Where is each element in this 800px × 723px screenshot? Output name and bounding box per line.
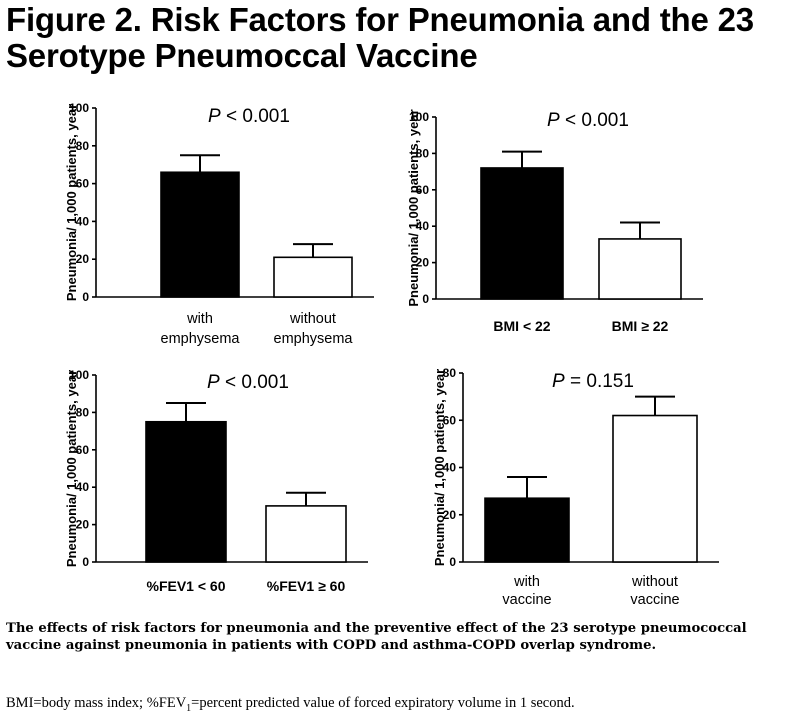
p-value-label: P = 0.151 [552,371,634,392]
y-tick-label: 40 [76,214,90,228]
footnote-text-pre: BMI=body mass index; %FEV [6,695,187,711]
category-label-bmi-lt-22: BMI < 22 [493,318,550,334]
y-tick-label: 20 [76,518,90,532]
y-tick-label: 0 [449,555,456,569]
y-tick-label: 100 [69,368,89,382]
category-label-fev1-ge-60: %FEV1 ≥ 60 [267,578,346,594]
category-label-line2-with-vaccine: vaccine [502,592,551,608]
y-tick-label: 60 [76,177,90,191]
bar-with-vaccine [484,497,570,563]
y-axis-label: Pneumonia/ 1,000 patients, year [432,369,447,566]
p-value-label: P < 0.001 [207,372,289,393]
bar-bmi-lt-22 [480,167,564,300]
y-tick-label: 0 [422,292,429,306]
y-tick-label: 100 [69,101,89,115]
bar-bmi-ge-22 [598,238,682,300]
category-label-with-emphysema: with [186,311,213,327]
y-tick-label: 60 [443,413,457,427]
bar-without-emphysema [273,256,353,298]
y-tick-label: 40 [76,480,90,494]
category-label-without-vaccine: without [631,574,678,590]
p-value-label: P < 0.001 [547,110,629,131]
y-tick-label: 80 [76,139,90,153]
p-value-label: P < 0.001 [208,106,290,127]
y-tick-label: 80 [416,146,430,160]
category-label-line2-without-emphysema: emphysema [274,331,354,347]
bar-fev1-lt-60 [145,420,227,563]
y-tick-label: 40 [416,219,430,233]
figure-caption: The effects of risk factors for pneumoni… [6,621,747,653]
footnote-subscript: 1 [186,702,192,714]
y-tick-label: 0 [82,555,89,569]
figure-title: Figure 2. Risk Factors for Pneumonia and… [6,2,796,74]
y-axis-label: Pneumonia/ 1,000 patients, year [64,370,79,567]
y-tick-label: 0 [82,290,89,304]
bar-without-vaccine [612,414,698,563]
figure-footnote: BMI=body mass index; %FEV1=percent predi… [6,694,794,718]
figure-title-line2: Serotype Pneumoccal Vaccine [6,37,478,74]
y-tick-label: 60 [76,443,90,457]
footnote-text-post: =percent predicted value of forced expir… [191,695,575,711]
category-label-with-vaccine: with [513,574,540,590]
y-tick-label: 100 [409,110,429,124]
y-tick-label: 60 [416,183,430,197]
category-label-line2-with-emphysema: emphysema [161,331,241,347]
figure-title-line1: Figure 2. Risk Factors for Pneumonia and… [6,1,754,38]
y-axis-label: Pneumonia/ 1,000 patients, year [406,109,421,306]
category-label-line2-without-vaccine: vaccine [630,592,679,608]
y-tick-label: 20 [76,252,90,266]
category-label-bmi-ge-22: BMI ≥ 22 [612,318,669,334]
y-tick-label: 80 [76,405,90,419]
category-label-without-emphysema: without [289,311,336,327]
y-tick-label: 20 [443,508,457,522]
y-tick-label: 40 [443,461,457,475]
y-tick-label: 20 [416,256,430,270]
bar-fev1-ge-60 [265,505,347,563]
bar-with-emphysema [160,171,240,298]
y-axis-label: Pneumonia/ 1,000 patients, year [64,104,79,301]
category-label-fev1-lt-60: %FEV1 < 60 [147,578,226,594]
y-tick-label: 80 [443,366,457,380]
